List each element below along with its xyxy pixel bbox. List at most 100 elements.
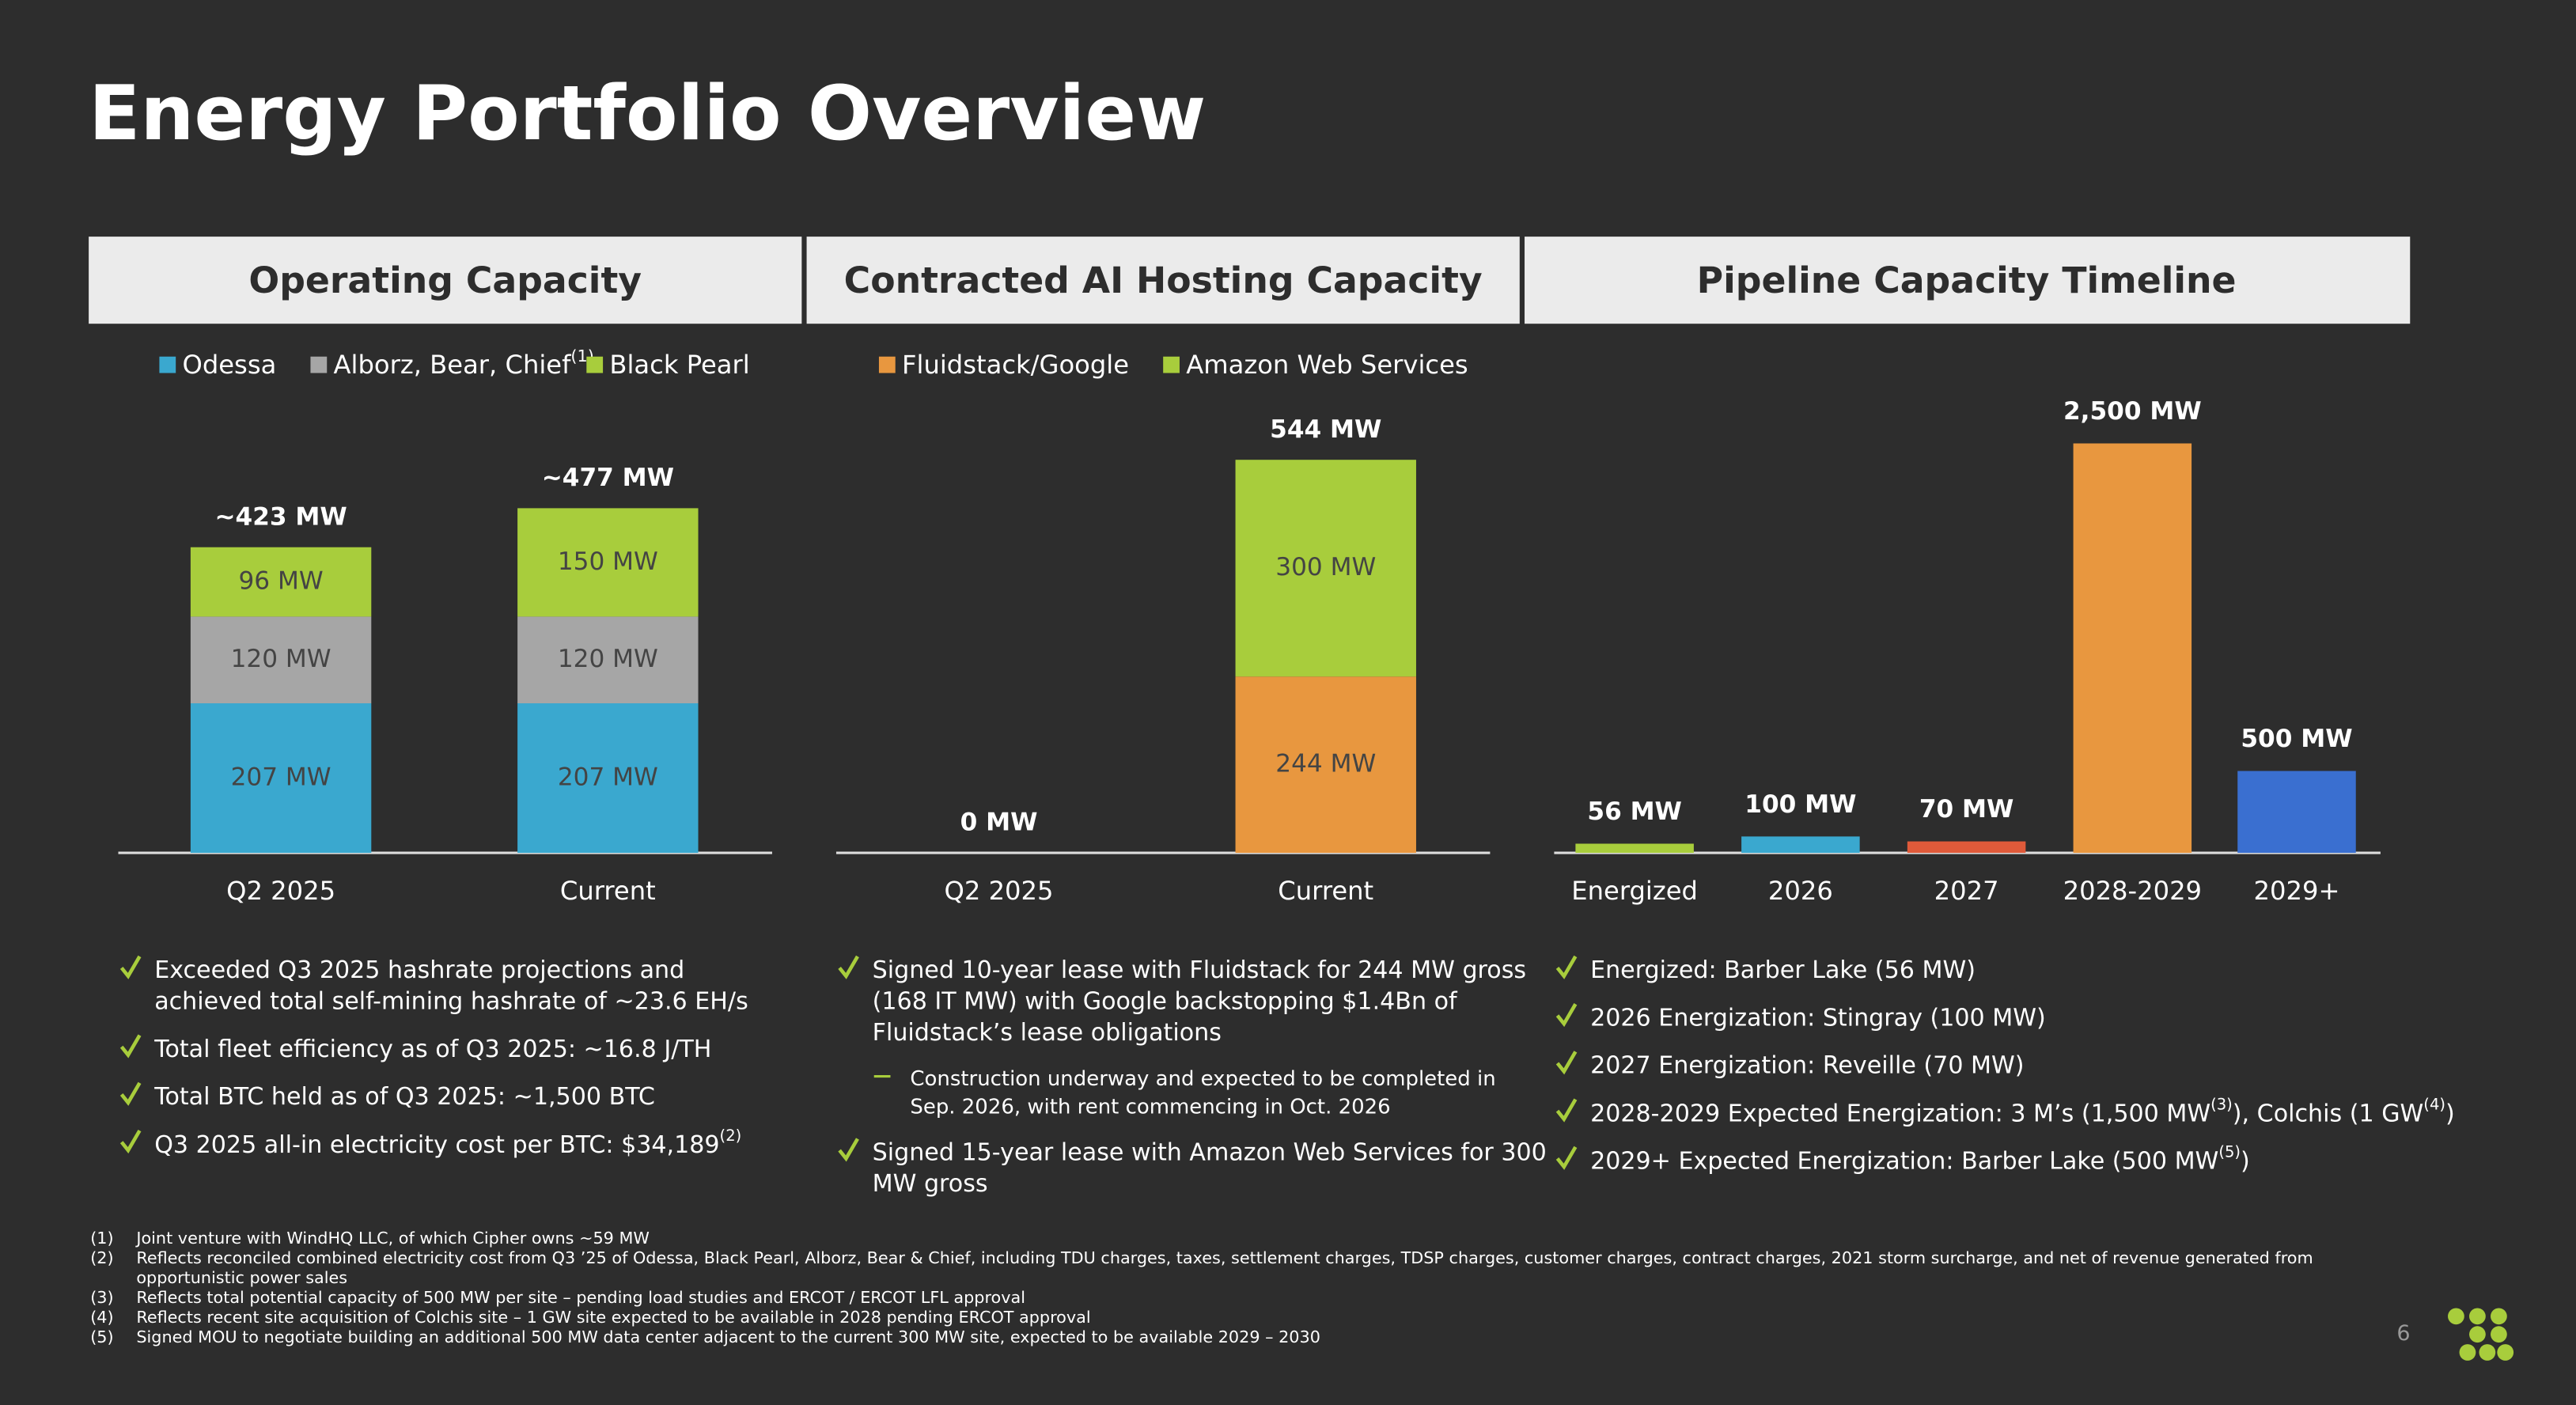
- total-label: 0 MW: [960, 809, 1038, 837]
- bar-segment: [517, 616, 699, 703]
- superscript: (4): [2423, 1095, 2445, 1113]
- total-label: ~423 MW: [214, 502, 347, 531]
- bar-segment: [190, 702, 372, 854]
- x-tick-label: 2027: [1934, 876, 1999, 906]
- legend-swatch: [1163, 356, 1180, 373]
- bullet-text: 2028-2029 Expected Energization: 3 M’s (…: [1590, 1095, 2455, 1127]
- bar: [2237, 771, 2356, 854]
- footnote-text: Joint venture with WindHQ LLC, of which …: [134, 1229, 650, 1248]
- bullet-text: 2029+ Expected Energization: Barber Lake…: [1590, 1143, 2250, 1176]
- chart-title: Contracted AI Hosting Capacity: [844, 259, 1483, 301]
- bar: [1575, 843, 1694, 854]
- legend-swatch: [878, 356, 896, 373]
- value-label: 244 MW: [1275, 750, 1376, 778]
- legend-name: Fluidstack/Google: [902, 350, 1129, 380]
- footnote-text: Signed MOU to negotiate building an addi…: [136, 1327, 1320, 1346]
- value-label: 2,500 MW: [2063, 397, 2202, 426]
- footnote-text: Reflects recent site acquisition of Colc…: [136, 1308, 1090, 1327]
- chart-title: Pipeline Capacity Timeline: [1697, 259, 2237, 301]
- x-tick-label: Energized: [1571, 876, 1698, 906]
- bullet-text: (168 IT MW) with Google backstopping $1.…: [873, 988, 1458, 1016]
- text-run: ): [2241, 1147, 2250, 1175]
- legend-label: Odessa: [182, 350, 276, 380]
- bullet-text: Signed 15-year lease with Amazon Web Ser…: [873, 1139, 1547, 1167]
- text-run: ): [2445, 1100, 2455, 1127]
- x-tick-label: 2028-2029: [2063, 876, 2202, 906]
- check-icon: [838, 1138, 859, 1162]
- bullet-text: MW gross: [873, 1170, 988, 1198]
- footnote-text: opportunistic power sales: [136, 1268, 347, 1287]
- slide-title: Energy Portfolio Overview: [89, 69, 1206, 157]
- value-label: 207 MW: [558, 763, 658, 792]
- check-icon: [119, 1034, 142, 1058]
- legend-name: Amazon Web Services: [1186, 350, 1468, 380]
- bullet-text: Fluidstack’s lease obligations: [873, 1019, 1222, 1047]
- check-icon: [838, 955, 859, 979]
- check-icon: [1555, 1051, 1578, 1075]
- legend-label: Amazon Web Services: [1186, 350, 1468, 380]
- footnote-marker: (1): [90, 1229, 113, 1248]
- value-label: 56 MW: [1587, 797, 1681, 826]
- bar-segment: [517, 508, 699, 617]
- x-tick-label: 2029+: [2254, 876, 2340, 906]
- value-label: 100 MW: [1744, 790, 1856, 819]
- page-number: 6: [2396, 1321, 2410, 1346]
- chart-title: Operating Capacity: [248, 259, 642, 301]
- legend-label: Fluidstack/Google: [902, 350, 1129, 380]
- x-tick-label: Q2 2025: [226, 876, 335, 906]
- superscript: (2): [720, 1127, 742, 1145]
- legend-name: Odessa: [182, 350, 276, 380]
- check-icon: [119, 1129, 142, 1154]
- value-label: 120 MW: [558, 645, 658, 673]
- superscript: (5): [2218, 1143, 2241, 1161]
- footnote-marker: (4): [90, 1308, 113, 1327]
- bar-segment: [1235, 676, 1416, 854]
- bullet-text: Exceeded Q3 2025 hashrate projections an…: [154, 956, 684, 984]
- bullet-text: Total BTC held as of Q3 2025: ~1,500 BTC: [153, 1083, 655, 1111]
- bar: [2073, 443, 2192, 854]
- legend-label: Black Pearl: [609, 350, 749, 380]
- header-box: [89, 237, 802, 324]
- legend-label: Alborz, Bear, Chief(1): [334, 347, 594, 380]
- check-icon: [119, 1081, 142, 1106]
- check-icon: [119, 955, 142, 979]
- value-label: 207 MW: [231, 763, 331, 792]
- total-label: ~477 MW: [542, 464, 674, 492]
- bar: [1741, 836, 1860, 854]
- value-label: 300 MW: [1275, 553, 1376, 581]
- check-icon: [1555, 955, 1578, 979]
- superscript: (3): [2210, 1095, 2233, 1113]
- legend-swatch: [586, 356, 604, 373]
- footnote-marker: (2): [90, 1248, 113, 1267]
- footnote-text: Reflects total potential capacity of 500…: [136, 1288, 1025, 1307]
- bar: [1907, 841, 2026, 854]
- header-box: [806, 237, 1520, 324]
- value-label: 500 MW: [2241, 725, 2352, 753]
- bullet-text: Total fleet efficiency as of Q3 2025: ~1…: [153, 1036, 711, 1063]
- value-label: 96 MW: [239, 567, 324, 596]
- text-run: Q3 2025 all-in electricity cost per BTC:…: [154, 1130, 719, 1158]
- footnote-text: Reflects reconciled combined electricity…: [136, 1248, 2313, 1267]
- value-label: 150 MW: [558, 547, 658, 576]
- bar-segment: [517, 702, 699, 854]
- text-run: ), Colchis (1 GW: [2233, 1100, 2424, 1127]
- total-label: 544 MW: [1270, 415, 1381, 444]
- legend-swatch: [310, 356, 328, 373]
- value-label: 70 MW: [1919, 795, 2013, 824]
- legend-name: Black Pearl: [609, 350, 749, 380]
- x-tick-label: 2026: [1768, 876, 1833, 906]
- check-icon: [1555, 1003, 1578, 1028]
- bullet-text: 2026 Energization: Stingray (100 MW): [1590, 1004, 2046, 1032]
- logo: [2448, 1308, 2514, 1361]
- footnote-marker: (3): [90, 1288, 113, 1307]
- x-tick-label: Current: [1278, 876, 1373, 906]
- x-tick-label: Current: [560, 876, 656, 906]
- text-run: 2028-2029 Expected Energization: 3 M’s (…: [1590, 1100, 2210, 1127]
- bullet-text: Energized: Barber Lake (56 MW): [1590, 956, 1976, 984]
- legend-name: Alborz, Bear, Chief: [334, 350, 572, 380]
- header-box: [1525, 237, 2411, 324]
- check-icon: [1555, 1146, 1578, 1170]
- bullet-text: 2027 Energization: Reveille (70 MW): [1590, 1052, 2024, 1080]
